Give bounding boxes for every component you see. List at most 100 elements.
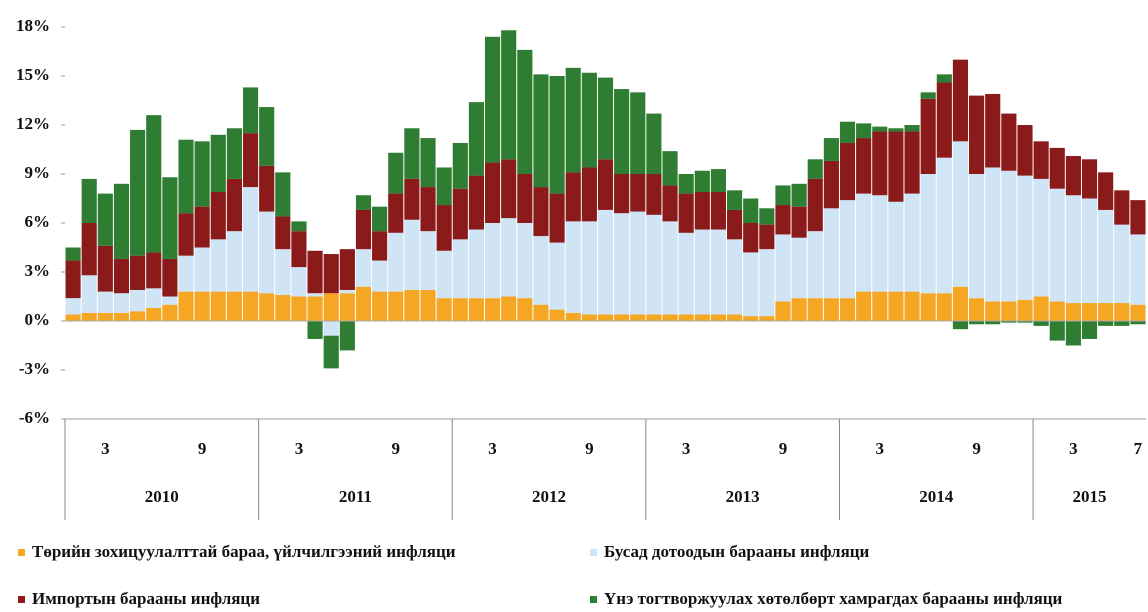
bar-segment: [1001, 301, 1017, 321]
bar-segment: [97, 245, 113, 292]
y-tick-label: 15%: [16, 65, 50, 84]
year-label: 2015: [1073, 487, 1107, 506]
bar-segment: [888, 128, 904, 132]
bar-segment: [581, 221, 597, 315]
bar-segment: [969, 298, 985, 321]
bar-segment: [743, 316, 759, 321]
bar-segment: [743, 223, 759, 253]
bar-segment: [97, 193, 113, 246]
bar-segment: [291, 296, 307, 321]
bar-segment: [678, 314, 694, 321]
bar-segment: [823, 160, 839, 209]
bar-segment: [1001, 170, 1017, 302]
bar-segment: [1098, 209, 1114, 304]
bar-segment: [178, 139, 194, 214]
bar-segment: [565, 67, 581, 173]
bar-segment: [646, 174, 662, 215]
bar-segment: [372, 206, 388, 232]
bar-segment: [888, 291, 904, 321]
bar-segment: [307, 250, 323, 294]
year-label: 2013: [726, 487, 760, 506]
bar-segment: [856, 138, 872, 194]
bar-segment: [614, 89, 630, 174]
bar-segment: [581, 72, 597, 168]
bar-segment: [275, 216, 291, 250]
bar-segment: [920, 293, 936, 321]
x-tick-label: 3: [295, 439, 304, 458]
bar-segment: [194, 291, 210, 321]
x-tick-label: 9: [972, 439, 981, 458]
bar-segment: [339, 321, 355, 351]
bar-segment: [775, 205, 791, 235]
bar-segment: [597, 77, 614, 160]
bar-segment: [630, 211, 646, 315]
bar-segment: [678, 232, 694, 315]
bar-segment: [969, 174, 985, 299]
bar-segment: [581, 314, 597, 321]
bar-segment: [210, 134, 226, 192]
legend-swatch: [590, 549, 597, 556]
bar-segment: [323, 335, 339, 369]
bar-segment: [388, 232, 404, 292]
bar-segment: [1001, 321, 1017, 323]
bar-segment: [614, 314, 630, 321]
bar-segment: [452, 239, 468, 299]
bar-segment: [484, 36, 501, 163]
bar-segment: [275, 294, 291, 321]
bar-segment: [710, 191, 727, 230]
bar-segment: [162, 304, 178, 321]
bar-segment: [839, 200, 856, 299]
bar-segment: [517, 174, 533, 223]
bar-segment: [1033, 141, 1049, 179]
bar-segment: [839, 298, 856, 321]
bar-segment: [904, 193, 920, 292]
bar-segment: [1114, 303, 1130, 321]
legend-swatch: [18, 596, 25, 603]
bar-segment: [872, 126, 888, 132]
bar-segment: [404, 289, 420, 321]
bar-segment: [323, 321, 339, 336]
bar-segment: [291, 267, 307, 297]
bar-segment: [372, 231, 388, 261]
bar-segment: [791, 237, 807, 299]
bar-segment: [1114, 190, 1130, 225]
y-tick-label: -3%: [19, 359, 50, 378]
bar-segment: [727, 239, 743, 315]
bar-segment: [484, 162, 501, 223]
bar-segment: [952, 286, 969, 321]
bar-segment: [759, 224, 775, 250]
bar-segment: [130, 129, 146, 256]
bar-segment: [1114, 321, 1130, 326]
bar-segment: [1130, 234, 1146, 305]
bar-segment: [694, 229, 710, 315]
x-tick-label: 9: [779, 439, 788, 458]
bar-segment: [727, 314, 743, 321]
bar-segment: [388, 193, 404, 233]
bar-segment: [65, 314, 81, 321]
bar-segment: [581, 167, 597, 222]
bar-segment: [727, 209, 743, 240]
bar-segment: [969, 321, 985, 325]
bar-segment: [904, 291, 920, 321]
bar-segment: [468, 102, 484, 176]
year-label: 2012: [532, 487, 566, 506]
bar-segment: [242, 291, 259, 321]
bar-segment: [678, 174, 694, 194]
bar-segment: [791, 298, 807, 321]
bar-segment: [1081, 321, 1098, 339]
bar-segment: [823, 138, 839, 161]
bar-segment: [291, 221, 307, 232]
x-tick-label: 3: [488, 439, 497, 458]
x-tick-label: 9: [585, 439, 594, 458]
bar-segment: [130, 255, 146, 290]
bar-segment: [533, 187, 549, 237]
bar-segment: [936, 293, 952, 321]
x-tick-label: 7: [1134, 439, 1143, 458]
bar-segment: [226, 231, 242, 292]
bar-segment: [501, 296, 517, 321]
bar-segment: [162, 177, 178, 259]
y-tick-label: 3%: [25, 261, 51, 280]
x-tick-label: 3: [876, 439, 885, 458]
bar-segment: [468, 298, 484, 321]
bar-segment: [872, 131, 888, 196]
